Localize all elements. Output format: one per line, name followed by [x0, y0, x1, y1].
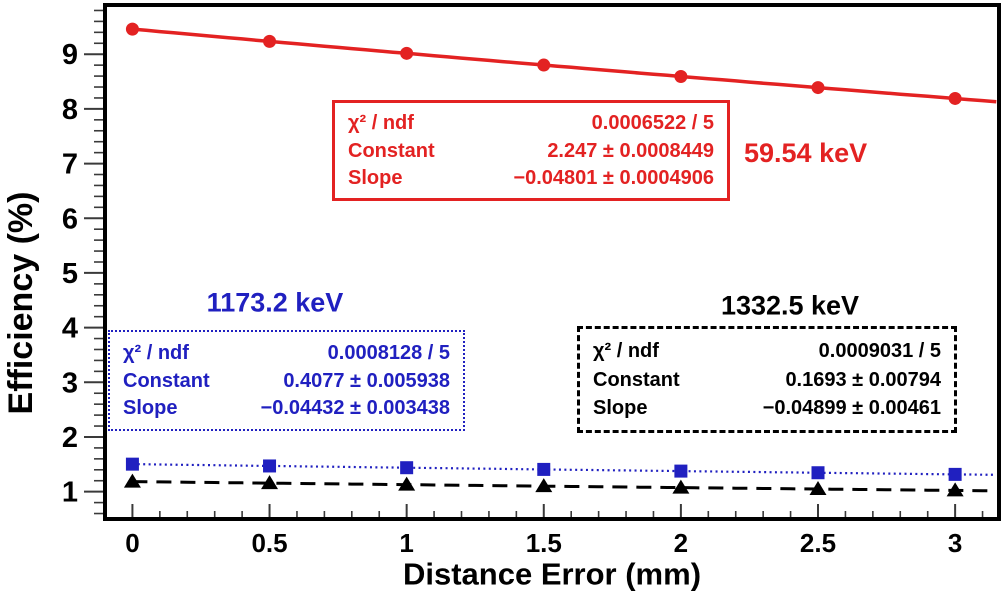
y-tick-label: 2 — [62, 422, 78, 454]
stat-row-chi2: χ² / ndf 0.0008128 / 5 — [123, 343, 450, 363]
data-point-triangle — [672, 479, 690, 494]
data-point-triangle — [535, 478, 553, 493]
series-1332-5-keV — [123, 473, 997, 497]
data-point-circle — [674, 69, 688, 83]
data-point-circle — [400, 46, 414, 60]
x-tick-label: 2 — [674, 528, 688, 558]
chi2-ndf-label: χ² / ndf — [123, 341, 189, 364]
slope-value: −0.04432 ± 0.003438 — [260, 397, 450, 420]
series-59-54-keV — [125, 22, 997, 105]
y-tick-label: 1 — [62, 477, 78, 509]
data-point-circle — [537, 58, 551, 72]
data-point-circle — [263, 34, 277, 48]
x-axis-title: Distance Error (mm) — [402, 556, 702, 592]
constant-value: 2.247 ± 0.0008449 — [547, 139, 714, 162]
y-tick-label: 3 — [62, 367, 78, 399]
stat-row-constant: Constant 2.247 ± 0.0008449 — [348, 141, 714, 161]
x-tick-label: 2.5 — [800, 528, 836, 558]
series-label-1332keV: 1332.5 keV — [720, 290, 860, 321]
stat-row-chi2: χ² / ndf 0.0009031 / 5 — [593, 341, 941, 361]
series-label-1173keV: 1173.2 keV — [206, 287, 344, 318]
y-tick-label: 4 — [62, 313, 78, 345]
data-point-square — [537, 462, 551, 476]
stat-box-59keV: χ² / ndf 0.0006522 / 5 Constant 2.247 ± … — [332, 100, 730, 201]
series-label-59keV: 59.54 keV — [744, 138, 868, 168]
constant-value: 0.4077 ± 0.005938 — [283, 369, 450, 392]
data-point-square — [948, 467, 962, 481]
data-point-triangle — [123, 473, 141, 488]
slope-value: −0.04899 ± 0.00461 — [762, 397, 941, 420]
fit-line — [132, 27, 997, 104]
data-point-circle — [811, 81, 825, 95]
data-point-circle — [125, 22, 139, 36]
data-point-square — [263, 459, 277, 473]
chi2-ndf-value: 0.0008128 / 5 — [327, 341, 450, 364]
y-tick-label: 7 — [62, 149, 78, 181]
chi2-ndf-label: χ² / ndf — [348, 112, 414, 135]
data-point-triangle — [946, 482, 964, 497]
x-tick-label: 1 — [399, 528, 413, 558]
stat-box-1173keV: χ² / ndf 0.0008128 / 5 Constant 0.4077 ±… — [108, 330, 465, 431]
constant-label: Constant — [123, 369, 210, 392]
constant-label: Constant — [593, 368, 680, 391]
series-1173-2-keV — [125, 457, 997, 481]
chi2-ndf-value: 0.0006522 / 5 — [591, 112, 714, 135]
stat-row-constant: Constant 0.4077 ± 0.005938 — [123, 371, 450, 391]
y-tick-label: 9 — [62, 39, 78, 71]
fit-line — [132, 463, 997, 476]
data-point-square — [811, 466, 825, 480]
data-point-square — [674, 464, 688, 478]
constant-label: Constant — [348, 139, 435, 162]
fit-line — [132, 480, 997, 493]
y-tick-label: 5 — [62, 258, 78, 290]
y-axis-title: Efficiency (%) — [2, 191, 40, 415]
slope-label: Slope — [593, 397, 648, 420]
stat-row-slope: Slope −0.04432 ± 0.003438 — [123, 398, 450, 418]
chi2-ndf-value: 0.0009031 / 5 — [818, 339, 941, 362]
constant-value: 0.1693 ± 0.00794 — [785, 368, 941, 391]
y-tick-label: 6 — [62, 203, 78, 235]
data-point-triangle — [809, 481, 827, 496]
axis-ticks: 1 2 3 4 5 6 7 8 9 0 0.5 1 1.5 2 2.5 3 — [62, 9, 984, 558]
slope-value: −0.04801 ± 0.0004906 — [513, 166, 714, 189]
data-point-triangle — [398, 476, 416, 491]
data-point-triangle — [261, 475, 279, 490]
x-tick-label: 1.5 — [526, 528, 562, 558]
stat-row-slope: Slope −0.04801 ± 0.0004906 — [348, 168, 714, 188]
x-tick-label: 0 — [125, 528, 139, 558]
data-point-circle — [948, 91, 962, 105]
stat-row-slope: Slope −0.04899 ± 0.00461 — [593, 398, 941, 418]
slope-label: Slope — [123, 397, 178, 420]
data-point-square — [125, 457, 139, 471]
chi2-ndf-label: χ² / ndf — [593, 339, 659, 362]
x-tick-label: 0.5 — [251, 528, 287, 558]
slope-label: Slope — [348, 166, 403, 189]
stat-box-1332keV: χ² / ndf 0.0009031 / 5 Constant 0.1693 ±… — [577, 326, 957, 433]
stat-row-chi2: χ² / ndf 0.0006522 / 5 — [348, 113, 714, 133]
data-point-square — [400, 461, 414, 475]
y-tick-label: 8 — [62, 94, 78, 126]
stat-row-constant: Constant 0.1693 ± 0.00794 — [593, 370, 941, 390]
x-tick-label: 3 — [948, 528, 962, 558]
plot-frame — [103, 3, 1001, 521]
